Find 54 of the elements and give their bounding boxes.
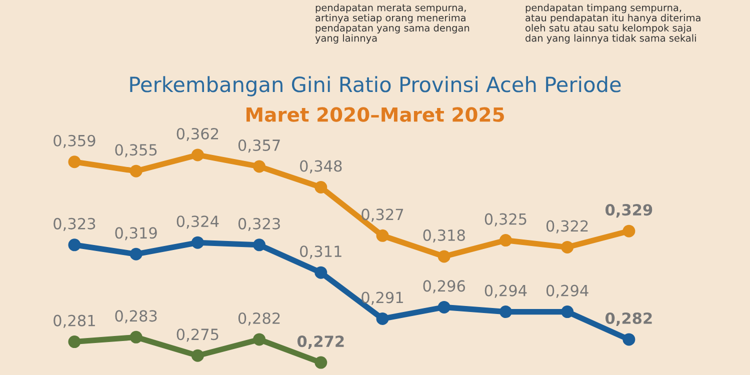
data-label: 0,319 xyxy=(115,227,157,240)
point xyxy=(622,333,636,346)
point xyxy=(314,180,328,194)
data-label: 0,329 xyxy=(605,204,652,218)
data-label: 0,291 xyxy=(362,292,403,305)
point xyxy=(314,266,328,279)
data-label: 0,323 xyxy=(54,218,96,232)
data-label: 0,318 xyxy=(423,229,465,243)
point xyxy=(314,356,328,369)
text: pendapatan timpang sempurna, atau pendapatan itu hanya diterima oleh satu atau satu kelompok saja dan yang lainnya tidak sama sekali xyxy=(526,4,700,44)
data-label: 0,311 xyxy=(300,246,342,259)
data-label: 0,323 xyxy=(238,218,280,232)
point xyxy=(68,336,81,348)
data-label: 0,282 xyxy=(238,312,280,326)
point xyxy=(130,164,142,178)
data-label: 0,325 xyxy=(484,213,526,226)
data-label: 0,272 xyxy=(297,336,344,350)
chart-subtitle: Maret 2020–Maret 2025 xyxy=(246,107,504,122)
point xyxy=(253,333,266,346)
text: pendapatan merata sempurna, artinya setiap orang menerima pendapatan yang sama dengan yang lainnya xyxy=(315,4,470,44)
point xyxy=(438,300,450,314)
data-label: 0,324 xyxy=(176,216,219,229)
point xyxy=(438,250,450,263)
point xyxy=(68,156,81,168)
data-label: 0,355 xyxy=(115,144,157,158)
point xyxy=(191,148,204,162)
point xyxy=(68,238,81,252)
data-label: 0,283 xyxy=(115,310,157,324)
data-label: 0,282 xyxy=(605,312,652,326)
point xyxy=(253,160,266,173)
data-label: 0,359 xyxy=(54,134,96,148)
point xyxy=(253,238,266,252)
point xyxy=(622,224,636,238)
data-label: 0,327 xyxy=(362,208,404,222)
data-label: 0,296 xyxy=(423,280,466,294)
data-label: 0,294 xyxy=(484,284,527,298)
point xyxy=(499,234,512,247)
data-label: 0,281 xyxy=(54,314,95,328)
data-label: 0,322 xyxy=(546,220,588,234)
point xyxy=(561,240,574,254)
data-label: 0,294 xyxy=(546,284,588,298)
point xyxy=(499,306,512,318)
point xyxy=(130,330,142,344)
data-label: 0,275 xyxy=(176,328,218,342)
point xyxy=(376,312,389,325)
point xyxy=(376,229,389,242)
point xyxy=(561,306,574,318)
point xyxy=(191,236,204,249)
data-label: 0,357 xyxy=(238,139,280,153)
chart-title: Perkembangan Gini Ratio Provinsi Aceh Periode xyxy=(130,76,621,96)
point xyxy=(130,248,142,260)
data-label: 0,362 xyxy=(176,128,218,142)
data-label: 0,348 xyxy=(300,160,342,174)
point xyxy=(191,349,204,362)
